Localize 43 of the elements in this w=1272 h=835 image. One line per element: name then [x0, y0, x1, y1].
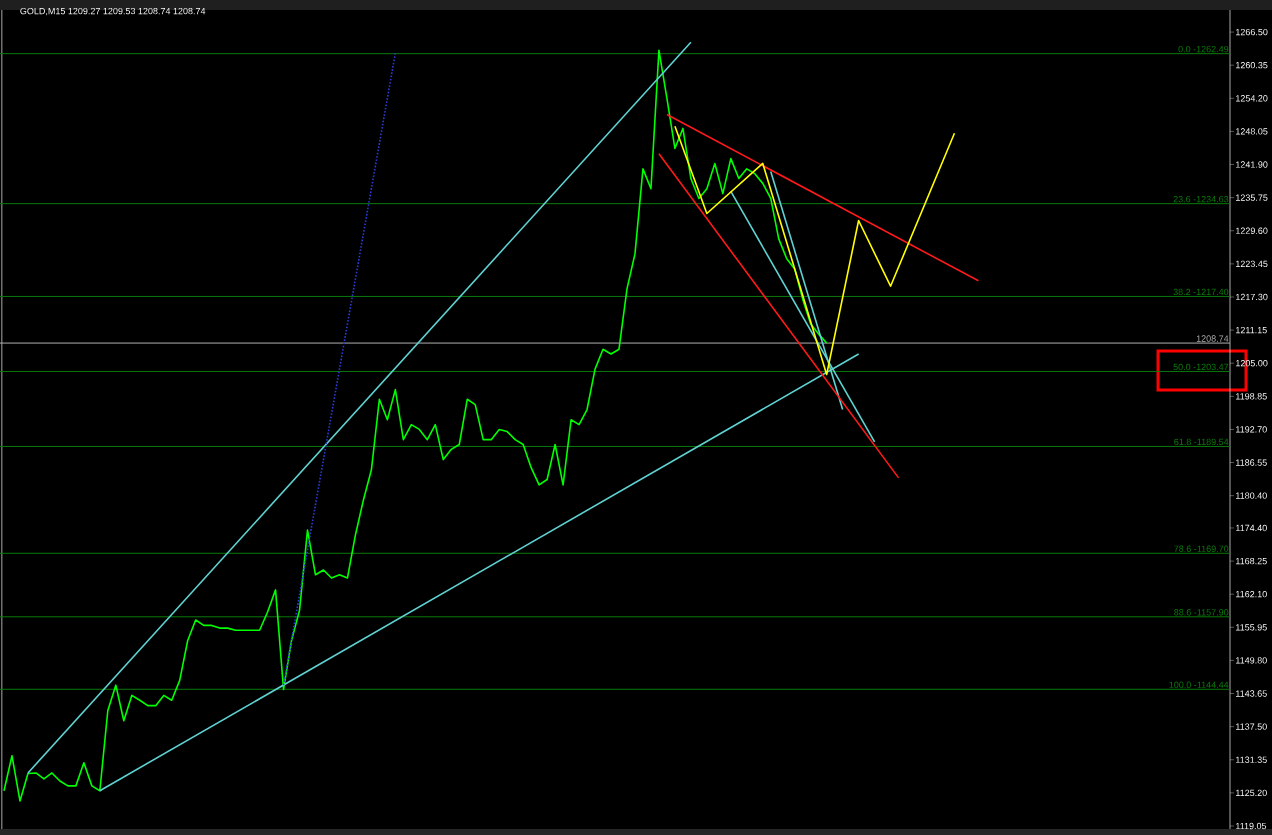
- y-tick-label: 1143.65: [1236, 690, 1267, 697]
- y-tick-label: 1186.55: [1236, 459, 1267, 466]
- y-tick-label: 1254.20: [1236, 95, 1268, 102]
- y-tick-label: 1162.10: [1236, 591, 1267, 598]
- annotation: 100.0 -: [1169, 681, 1197, 688]
- y-tick-label: 1260.35: [1236, 62, 1268, 69]
- ref-line-label: 1217.40: [1196, 288, 1229, 296]
- annotation: 78.6 -: [1174, 545, 1197, 552]
- y-tick-label: 1155.95: [1236, 624, 1267, 631]
- ref-line-label: 1203.47: [1196, 363, 1229, 371]
- y-tick-label: 1125.20: [1236, 789, 1267, 797]
- y-tick-label: 1217.30: [1236, 293, 1268, 301]
- ref-line-label: 1262.49: [1196, 45, 1229, 53]
- y-tick-label: 1241.90: [1236, 161, 1268, 168]
- ref-line-label: 1157.90: [1197, 609, 1229, 616]
- y-tick-label: 1119.05: [1236, 822, 1267, 830]
- ref-line-label: 1208.74: [1196, 335, 1229, 342]
- annotation: 61.8 -: [1174, 438, 1197, 446]
- y-tick-label: 1211.15: [1236, 326, 1267, 334]
- ref-line-label: 1234.63: [1196, 195, 1229, 203]
- y-tick-label: 1198.85: [1236, 393, 1267, 400]
- ref-line-label: 1189.54: [1197, 438, 1229, 446]
- ref-line-label: 1144.44: [1197, 681, 1229, 688]
- y-tick-label: 1192.70: [1236, 426, 1267, 433]
- y-tick-label: 1248.05: [1236, 128, 1268, 135]
- annotation: 23.6 -: [1173, 195, 1196, 203]
- y-tick-label: 1229.60: [1236, 227, 1268, 234]
- annotation: 50.0 -: [1173, 363, 1196, 371]
- chart-title: GOLD,M15 1209.27 1209.53 1208.74 1208.74: [20, 7, 206, 16]
- annotation: 88.6 -: [1174, 609, 1197, 616]
- y-tick-label: 1137.50: [1236, 723, 1267, 730]
- line-series: [674, 125, 956, 376]
- annotation: 0.0 -: [1178, 45, 1196, 53]
- ref-line-label: 1169.70: [1197, 545, 1229, 552]
- y-tick-label: 1149.80: [1236, 657, 1267, 664]
- annotation: 38.2 -: [1173, 288, 1196, 296]
- y-tick-label: 1180.40: [1236, 492, 1267, 499]
- y-tick-label: 1174.40: [1236, 524, 1267, 532]
- y-tick-label: 1168.25: [1236, 557, 1267, 565]
- y-tick-label: 1266.50: [1236, 28, 1268, 36]
- y-tick-label: 1223.45: [1236, 260, 1268, 268]
- y-tick-label: 1235.75: [1236, 194, 1268, 201]
- y-tick-label: 1131.35: [1236, 756, 1267, 763]
